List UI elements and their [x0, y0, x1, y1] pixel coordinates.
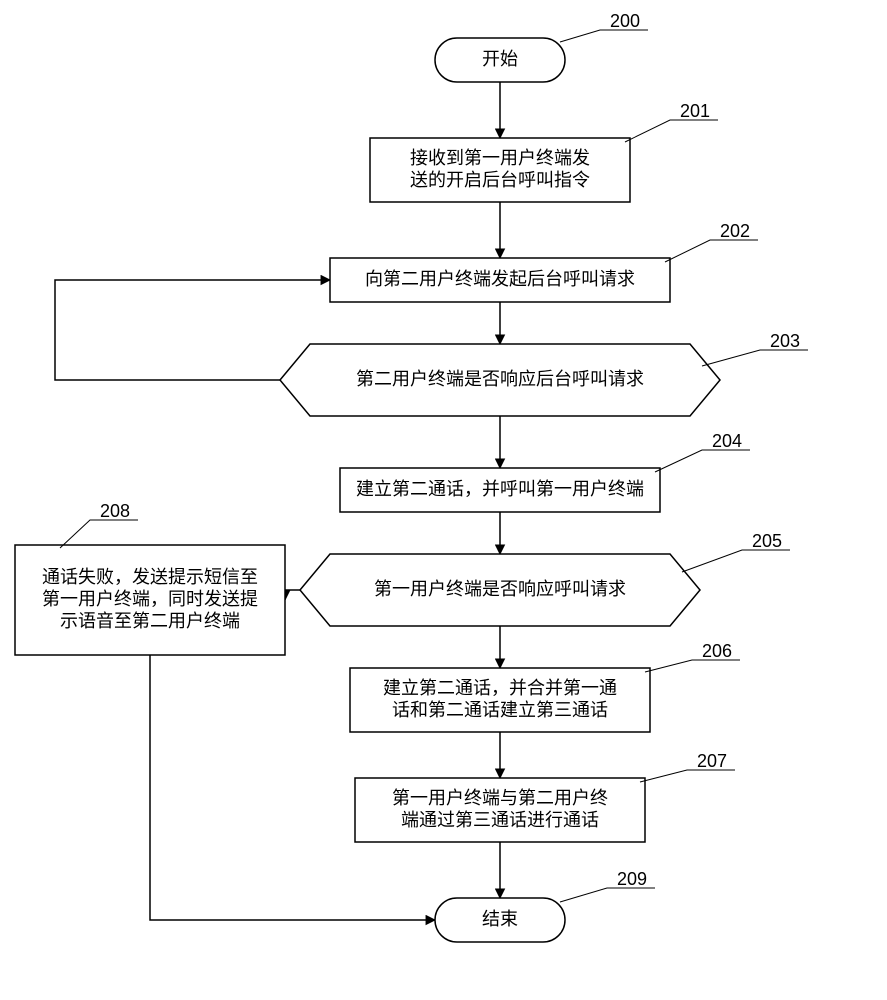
node-n207-text-1: 端通过第三通话进行通话 — [401, 810, 599, 830]
node-n202: 向第二用户终端发起后台呼叫请求 — [330, 258, 670, 302]
callout-line-n205 — [682, 550, 790, 572]
ref-label-n204: 204 — [712, 431, 742, 451]
node-end: 结束 — [435, 898, 565, 942]
node-n201: 接收到第一用户终端发送的开启后台呼叫指令 — [370, 138, 630, 202]
callout-line-start — [560, 30, 648, 42]
ref-label-n201: 201 — [680, 101, 710, 121]
node-n208: 通话失败，发送提示短信至第一用户终端，同时发送提示语音至第二用户终端 — [15, 545, 285, 655]
ref-label-start: 200 — [610, 11, 640, 31]
node-start-text-0: 开始 — [482, 49, 518, 69]
node-n201-text-1: 送的开启后台呼叫指令 — [410, 170, 590, 190]
node-start: 开始 — [435, 38, 565, 82]
node-n205: 第一用户终端是否响应呼叫请求 — [300, 554, 700, 626]
flowchart-svg: 开始接收到第一用户终端发送的开启后台呼叫指令向第二用户终端发起后台呼叫请求第二用… — [0, 0, 887, 1000]
node-n208-text-0: 通话失败，发送提示短信至 — [42, 567, 258, 587]
node-end-text-0: 结束 — [482, 909, 518, 929]
callout-line-end — [560, 888, 655, 902]
ref-label-n203: 203 — [770, 331, 800, 351]
node-n202-text-0: 向第二用户终端发起后台呼叫请求 — [365, 269, 635, 289]
node-n207-text-0: 第一用户终端与第二用户终 — [392, 788, 608, 808]
ref-label-n202: 202 — [720, 221, 750, 241]
node-n208-text-1: 第一用户终端，同时发送提 — [42, 589, 258, 609]
ref-label-end: 209 — [617, 869, 647, 889]
node-n206: 建立第二通话，并合并第一通话和第二通话建立第三通话 — [350, 668, 650, 732]
ref-label-n206: 206 — [702, 641, 732, 661]
node-n208-text-2: 示语音至第二用户终端 — [60, 611, 240, 631]
ref-label-n205: 205 — [752, 531, 782, 551]
edge-n205-n208 — [285, 590, 300, 600]
node-n204-text-0: 建立第二通话，并呼叫第一用户终端 — [356, 479, 644, 499]
node-n206-text-1: 话和第二通话建立第三通话 — [392, 700, 608, 720]
node-n205-text-0: 第一用户终端是否响应呼叫请求 — [374, 579, 626, 599]
callout-line-n206 — [645, 660, 740, 672]
node-n203: 第二用户终端是否响应后台呼叫请求 — [280, 344, 720, 416]
callout-line-n202 — [665, 240, 758, 262]
node-n207: 第一用户终端与第二用户终端通过第三通话进行通话 — [355, 778, 645, 842]
ref-label-n207: 207 — [697, 751, 727, 771]
node-n203-text-0: 第二用户终端是否响应后台呼叫请求 — [356, 369, 644, 389]
callout-line-n201 — [625, 120, 718, 142]
node-n204: 建立第二通话，并呼叫第一用户终端 — [340, 468, 660, 512]
node-n206-text-0: 建立第二通话，并合并第一通 — [383, 678, 617, 698]
callout-line-n207 — [640, 770, 735, 782]
node-n201-text-0: 接收到第一用户终端发 — [410, 148, 590, 168]
edge-n203-n202 — [55, 280, 330, 380]
callout-line-n208 — [60, 520, 138, 548]
callout-line-n203 — [702, 350, 808, 366]
callout-line-n204 — [655, 450, 750, 472]
ref-label-n208: 208 — [100, 501, 130, 521]
